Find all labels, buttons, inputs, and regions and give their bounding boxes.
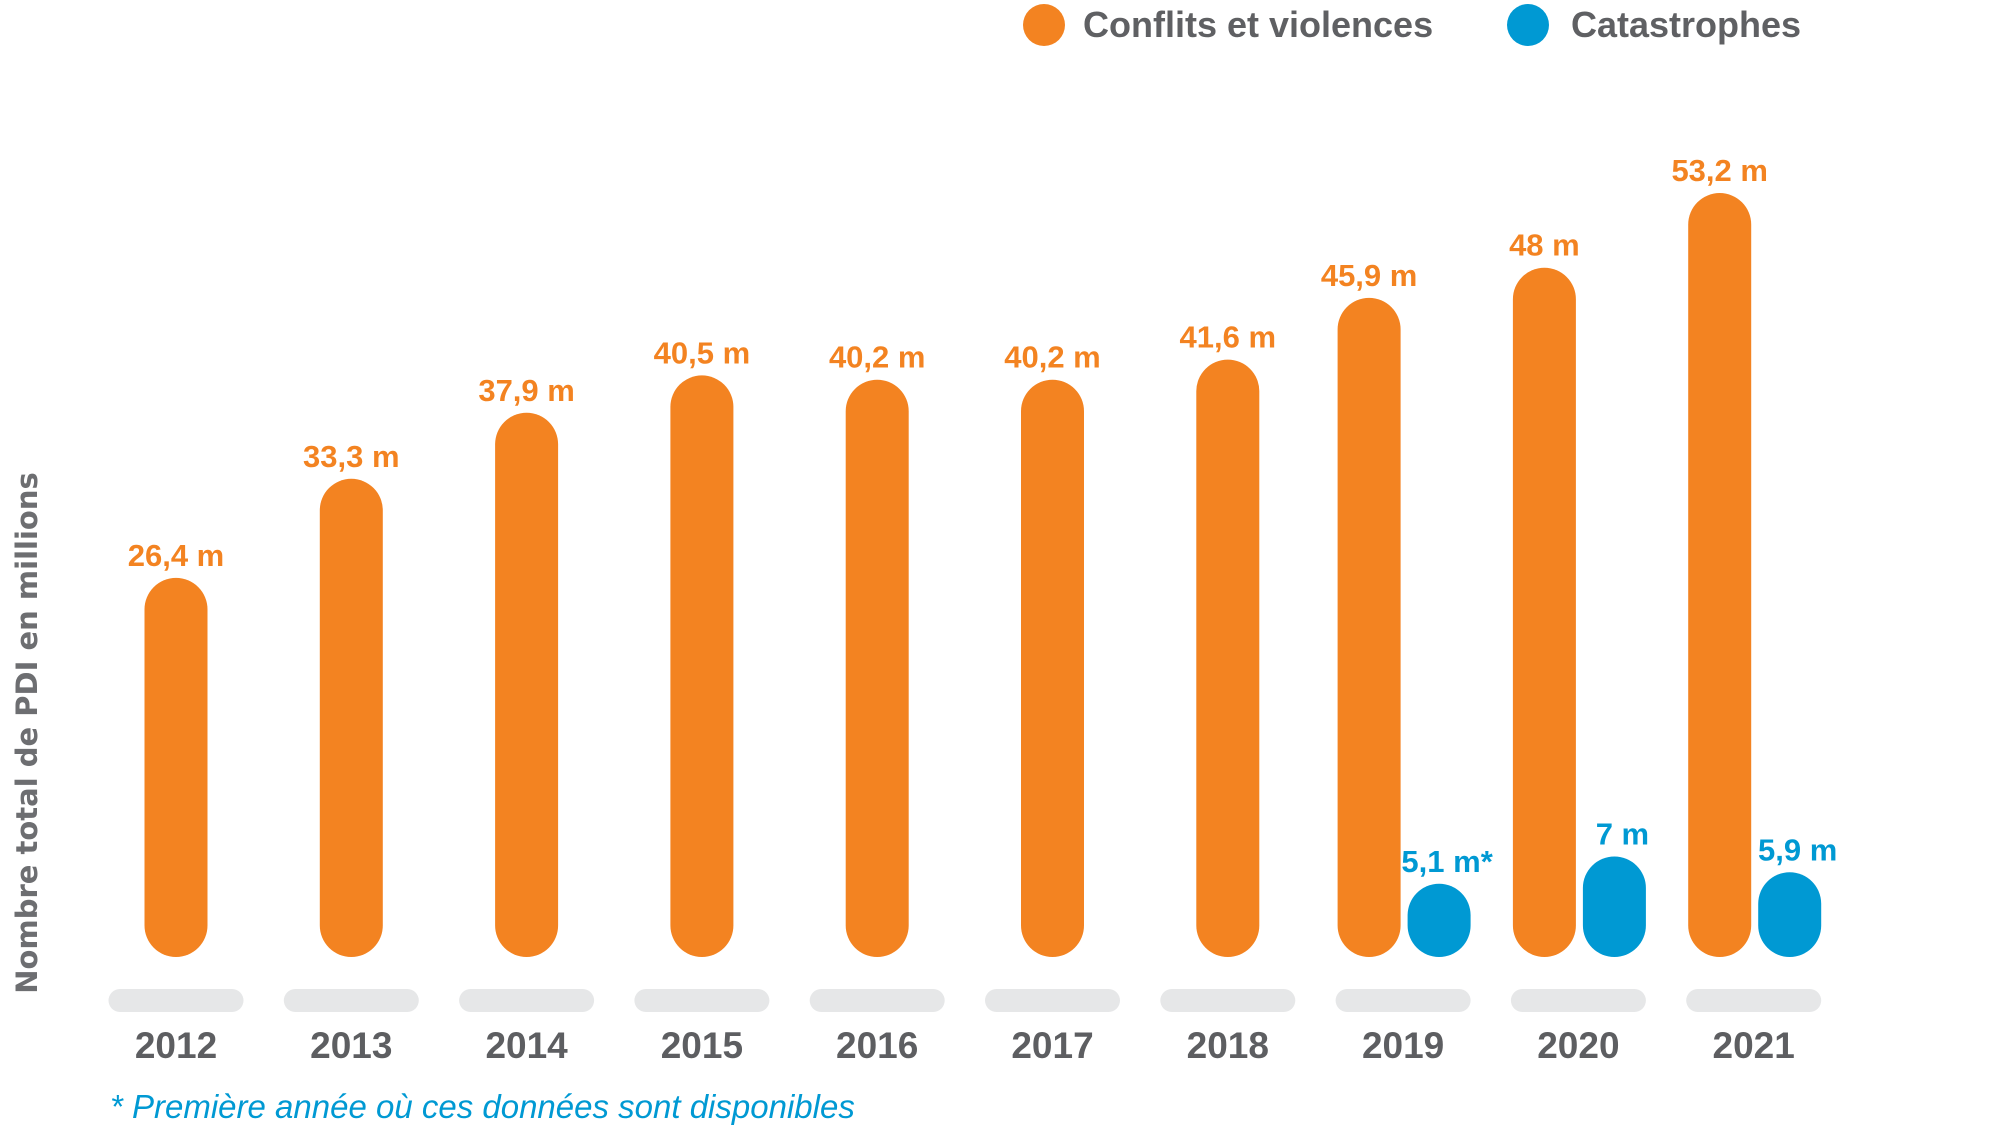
category-pill-2019 (1335, 989, 1471, 1012)
category-pill-2014 (459, 989, 595, 1012)
legend-marker-catastrophes (1507, 4, 1549, 46)
bar-conflits-2012 (144, 577, 208, 957)
x-tick-label-2021: 2021 (1713, 1025, 1795, 1066)
x-tick-label-2017: 2017 (1011, 1025, 1093, 1066)
bar-conflits-2015 (670, 375, 734, 957)
bar-catastrophes-2021 (1758, 872, 1822, 957)
value-label-catastrophes-2020: 7 m (1596, 816, 1649, 851)
category-pills (108, 989, 1822, 1012)
category-pill-2016 (809, 989, 945, 1012)
value-label-catastrophes-2021: 5,9 m (1758, 832, 1837, 867)
category-pill-2012 (108, 989, 244, 1012)
bar-conflits-2013 (319, 478, 383, 957)
x-tick-label-2015: 2015 (661, 1025, 743, 1066)
bars (144, 193, 1822, 958)
y-axis-label: Nombre total de PDI en millions (10, 472, 44, 993)
legend-label-conflits: Conflits et violences (1083, 4, 1433, 45)
value-label-conflits-2016: 40,2 m (829, 340, 926, 375)
value-label-conflits-2021: 53,2 m (1671, 153, 1768, 188)
bar-conflits-2014 (495, 412, 559, 958)
category-pill-2021 (1686, 989, 1822, 1012)
legend-label-catastrophes: Catastrophes (1571, 4, 1801, 45)
x-tick-label-2012: 2012 (135, 1025, 217, 1066)
legend-marker-conflits (1023, 4, 1065, 46)
category-pill-2017 (985, 989, 1120, 1012)
x-tick-label-2020: 2020 (1537, 1025, 1619, 1066)
value-label-conflits-2015: 40,5 m (654, 335, 751, 370)
value-label-conflits-2018: 41,6 m (1180, 320, 1277, 355)
value-labels: 26,4 m 33,3 m 37,9 m 40,5 m 40,2 m 40,2 m 41,6… (128, 153, 1838, 879)
legend: Conflits et violences Catastrophes (1023, 4, 1801, 46)
value-label-conflits-2014: 37,9 m (478, 373, 575, 408)
category-pill-2013 (283, 989, 419, 1012)
bar-conflits-2017 (1021, 379, 1084, 957)
x-axis-tick-labels: 2012 2013 2014 2015 2016 2017 2018 2019 2020 2021 (135, 1025, 1795, 1066)
category-pill-2020 (1510, 989, 1646, 1012)
category-pill-2018 (1160, 989, 1296, 1012)
bar-conflits-2019 (1337, 297, 1401, 958)
bar-catastrophes-2020 (1582, 856, 1646, 957)
value-label-conflits-2012: 26,4 m (128, 538, 225, 573)
value-label-conflits-2020: 48 m (1509, 228, 1580, 263)
value-label-conflits-2017: 40,2 m (1004, 340, 1101, 375)
x-tick-label-2014: 2014 (485, 1025, 568, 1066)
x-tick-label-2019: 2019 (1362, 1025, 1444, 1066)
bar-conflits-2021 (1688, 193, 1752, 958)
category-pill-2015 (634, 989, 770, 1012)
bar-conflits-2016 (845, 379, 909, 957)
value-label-catastrophes-2019: 5,1 m* (1401, 844, 1493, 879)
bar-conflits-2018 (1196, 359, 1260, 957)
x-tick-label-2018: 2018 (1187, 1025, 1269, 1066)
x-tick-label-2013: 2013 (310, 1025, 392, 1066)
bar-catastrophes-2019 (1407, 883, 1471, 957)
bar-conflits-2020 (1512, 267, 1576, 958)
value-label-conflits-2019: 45,9 m (1321, 258, 1418, 293)
footnote: * Première année où ces données sont dis… (110, 1088, 855, 1125)
value-label-conflits-2013: 33,3 m (303, 439, 400, 474)
x-tick-label-2016: 2016 (836, 1025, 918, 1066)
